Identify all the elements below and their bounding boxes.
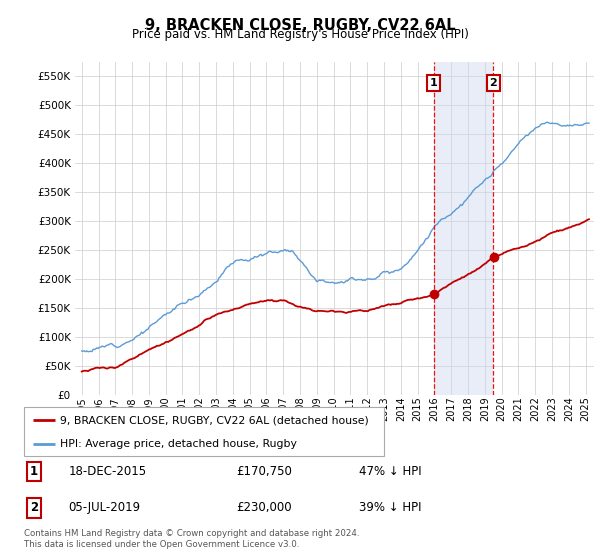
Text: 2: 2 bbox=[30, 501, 38, 514]
Text: 9, BRACKEN CLOSE, RUGBY, CV22 6AL (detached house): 9, BRACKEN CLOSE, RUGBY, CV22 6AL (detac… bbox=[60, 416, 369, 426]
Text: 05-JUL-2019: 05-JUL-2019 bbox=[68, 501, 141, 514]
Text: £230,000: £230,000 bbox=[236, 501, 292, 514]
Text: Price paid vs. HM Land Registry's House Price Index (HPI): Price paid vs. HM Land Registry's House … bbox=[131, 28, 469, 41]
Text: 9, BRACKEN CLOSE, RUGBY, CV22 6AL: 9, BRACKEN CLOSE, RUGBY, CV22 6AL bbox=[145, 18, 455, 33]
Text: Contains HM Land Registry data © Crown copyright and database right 2024.
This d: Contains HM Land Registry data © Crown c… bbox=[24, 529, 359, 549]
Text: 39% ↓ HPI: 39% ↓ HPI bbox=[359, 501, 421, 514]
Text: 1: 1 bbox=[30, 465, 38, 478]
Text: 1: 1 bbox=[430, 78, 437, 88]
Text: £170,750: £170,750 bbox=[236, 465, 292, 478]
Text: 2: 2 bbox=[490, 78, 497, 88]
Text: 18-DEC-2015: 18-DEC-2015 bbox=[68, 465, 147, 478]
FancyBboxPatch shape bbox=[24, 407, 384, 456]
Text: HPI: Average price, detached house, Rugby: HPI: Average price, detached house, Rugb… bbox=[60, 439, 297, 449]
Bar bbox=[434, 62, 493, 395]
Text: 47% ↓ HPI: 47% ↓ HPI bbox=[359, 465, 421, 478]
